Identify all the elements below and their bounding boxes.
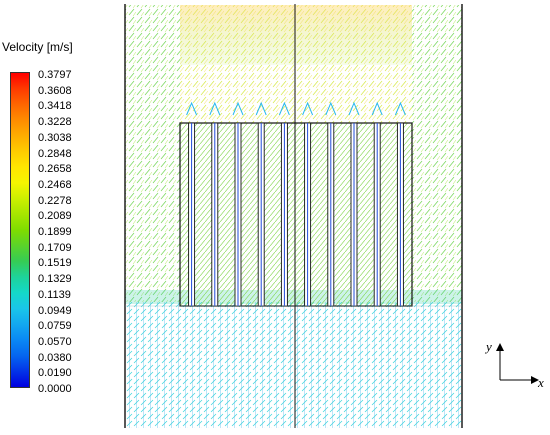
outlet-jet [302, 101, 314, 116]
outlet-jet [394, 101, 406, 116]
colorbar-tick-label: 0.1329 [38, 273, 72, 286]
outlet-jet [348, 101, 360, 116]
colorbar-tick-label: 0.2468 [38, 178, 72, 191]
colorbar-tick-label: 0.0570 [38, 335, 72, 348]
flow-region-side-right [412, 5, 462, 302]
outlet-jet [278, 101, 290, 116]
colorbar-tick-label: 0.0380 [38, 351, 72, 364]
fin-array-flow [180, 123, 412, 306]
x-axis-label: x [538, 375, 544, 390]
outlet-jet [325, 101, 337, 116]
outlet-jet [255, 101, 267, 116]
colorbar-tick-label: 0.0190 [38, 367, 72, 380]
fin-array [179, 101, 413, 307]
colorbar-tick-label: 0.3608 [38, 84, 72, 97]
colorbar-tick-label: 0.0949 [38, 304, 72, 317]
colorbar-tick-label: 0.1519 [38, 257, 72, 270]
legend-title: Velocity [m/s] [2, 40, 73, 54]
coordinate-axes: y x [480, 335, 550, 400]
flow-region-lower [125, 302, 462, 428]
colorbar-tick-label: 0.1139 [38, 288, 71, 301]
velocity-colorbar [10, 72, 30, 388]
colorbar-tick-label: 0.0759 [38, 320, 72, 333]
colorbar-tick-label: 0.1709 [38, 241, 72, 254]
colorbar-tick-label: 0.2658 [38, 163, 72, 176]
colorbar-tick-label: 0.3038 [38, 131, 72, 144]
flow-jet-glow [180, 5, 412, 65]
colorbar-tick-label: 0.2848 [38, 147, 72, 160]
outlet-jet [371, 101, 383, 116]
colorbar-tick-label: 0.3418 [38, 100, 72, 113]
outlet-jet [186, 101, 198, 116]
outlet-jet [232, 101, 244, 116]
colorbar-tick-label: 0.2278 [38, 194, 72, 207]
y-axis-label: y [486, 339, 492, 354]
axes-arrows [496, 343, 539, 384]
colorbar-tick-label: 0.3228 [38, 116, 72, 129]
colorbar-tick-label: 0.2089 [38, 210, 72, 223]
colorbar-tick-label: 0.3797 [38, 69, 72, 81]
colorbar-tick-label: 0.0000 [38, 383, 72, 395]
flow-region-side-left [125, 5, 180, 302]
colorbar-tick-label: 0.1899 [38, 226, 72, 238]
outlet-jet [209, 101, 221, 116]
